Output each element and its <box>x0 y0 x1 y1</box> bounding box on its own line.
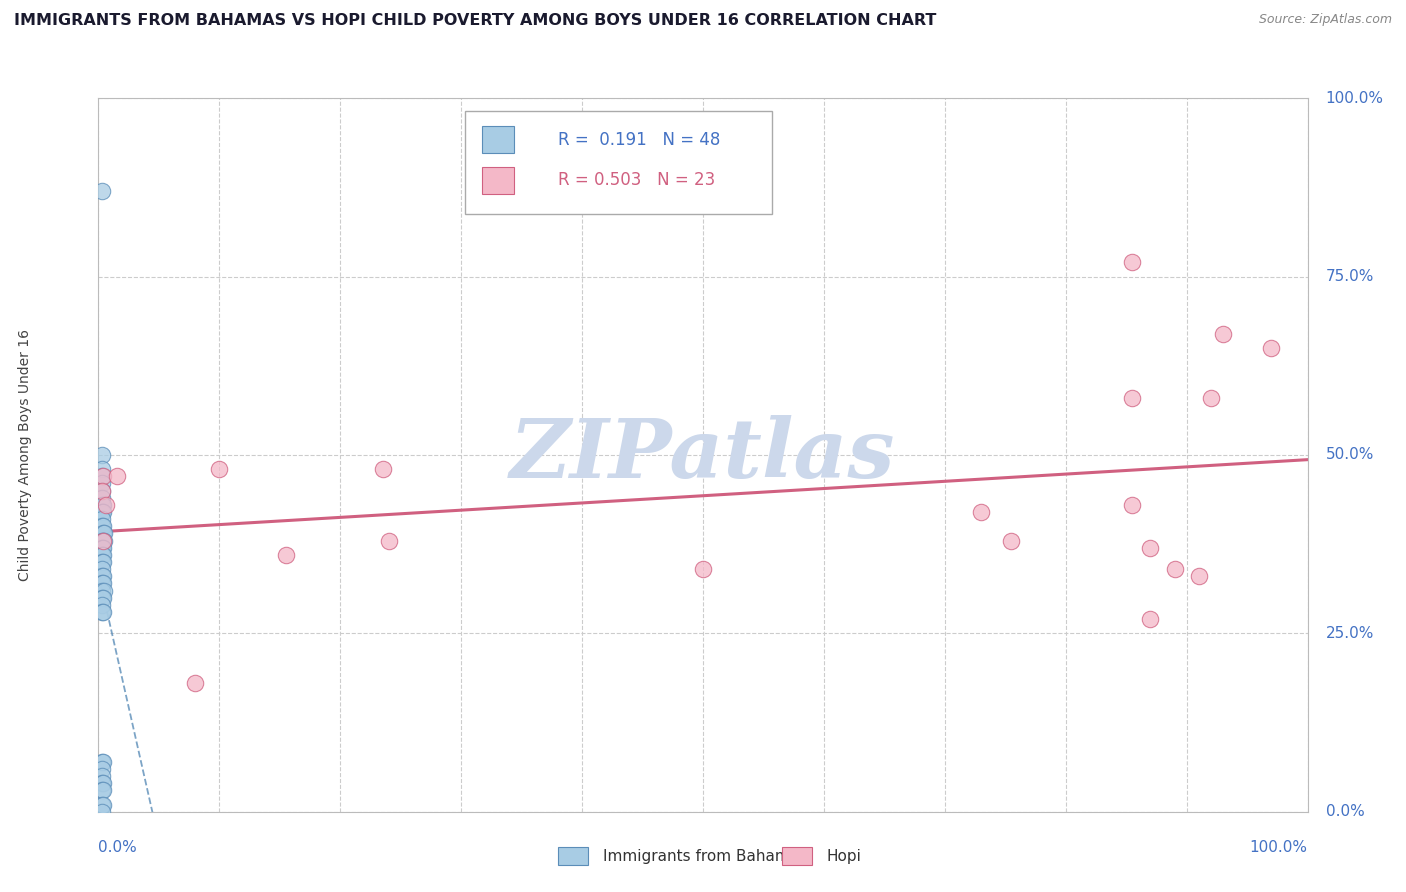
Point <box>377 533 399 548</box>
Point <box>91 569 114 583</box>
Text: 75.0%: 75.0% <box>1326 269 1374 284</box>
Point <box>91 448 114 462</box>
Text: Immigrants from Bahamas: Immigrants from Bahamas <box>603 849 807 863</box>
Point <box>91 519 114 533</box>
Text: 0.0%: 0.0% <box>98 840 138 855</box>
Point <box>91 476 114 491</box>
Point <box>91 498 114 512</box>
Bar <box>482 126 513 153</box>
Bar <box>482 167 513 194</box>
Point <box>91 797 114 812</box>
Point <box>91 591 114 605</box>
Point <box>91 762 114 776</box>
Point <box>692 562 714 576</box>
Point <box>1139 541 1161 555</box>
Point <box>91 184 114 198</box>
Text: ZIPatlas: ZIPatlas <box>510 415 896 495</box>
Point <box>105 469 128 483</box>
Point <box>93 526 115 541</box>
Point <box>91 776 114 790</box>
Point <box>91 605 114 619</box>
Point <box>91 548 114 562</box>
Point <box>91 548 114 562</box>
Point <box>91 462 114 476</box>
Text: 50.0%: 50.0% <box>1326 448 1374 462</box>
Text: 100.0%: 100.0% <box>1250 840 1308 855</box>
Point <box>91 583 114 598</box>
Point <box>91 469 114 483</box>
Point <box>91 755 114 769</box>
Point <box>1121 255 1143 269</box>
Point <box>91 512 114 526</box>
Point <box>1260 341 1282 355</box>
Point <box>91 769 114 783</box>
Point <box>274 548 297 562</box>
Point <box>91 469 114 483</box>
Point <box>91 505 114 519</box>
Point <box>1199 391 1222 405</box>
Point <box>1000 533 1022 548</box>
Point <box>91 569 114 583</box>
Point <box>91 533 114 548</box>
Point <box>91 483 114 498</box>
Point <box>91 541 114 555</box>
FancyBboxPatch shape <box>465 111 772 214</box>
Point <box>91 591 114 605</box>
Point <box>94 498 117 512</box>
Text: 25.0%: 25.0% <box>1326 626 1374 640</box>
Point <box>91 491 114 505</box>
Point <box>93 533 115 548</box>
Point <box>970 505 993 519</box>
Point <box>184 676 207 690</box>
Point <box>1188 569 1211 583</box>
Point <box>91 526 114 541</box>
Point <box>91 797 114 812</box>
Bar <box>558 847 588 865</box>
Point <box>91 533 114 548</box>
Point <box>91 783 114 797</box>
Text: R = 0.503   N = 23: R = 0.503 N = 23 <box>558 171 716 189</box>
Text: IMMIGRANTS FROM BAHAMAS VS HOPI CHILD POVERTY AMONG BOYS UNDER 16 CORRELATION CH: IMMIGRANTS FROM BAHAMAS VS HOPI CHILD PO… <box>14 13 936 29</box>
Point <box>91 483 114 498</box>
Point <box>91 541 114 555</box>
Point <box>91 576 114 591</box>
Point <box>91 598 114 612</box>
Point <box>208 462 231 476</box>
Point <box>91 755 114 769</box>
Point <box>91 555 114 569</box>
Text: Source: ZipAtlas.com: Source: ZipAtlas.com <box>1258 13 1392 27</box>
Point <box>1163 562 1185 576</box>
Point <box>91 498 114 512</box>
Point <box>91 805 114 819</box>
Text: Child Poverty Among Boys Under 16: Child Poverty Among Boys Under 16 <box>18 329 32 581</box>
Point <box>91 783 114 797</box>
Point <box>93 583 115 598</box>
Point <box>91 605 114 619</box>
Point <box>91 776 114 790</box>
Point <box>1121 498 1143 512</box>
Point <box>1121 391 1143 405</box>
Text: 0.0%: 0.0% <box>1326 805 1364 819</box>
Point <box>91 576 114 591</box>
Text: R =  0.191   N = 48: R = 0.191 N = 48 <box>558 130 720 148</box>
Point <box>1212 326 1234 341</box>
Point <box>91 519 114 533</box>
Point <box>371 462 394 476</box>
Text: Hopi: Hopi <box>827 849 862 863</box>
Point <box>1139 612 1161 626</box>
Point <box>91 533 114 548</box>
Bar <box>782 847 811 865</box>
Text: 100.0%: 100.0% <box>1326 91 1384 105</box>
Point <box>91 562 114 576</box>
Point <box>91 555 114 569</box>
Point <box>91 505 114 519</box>
